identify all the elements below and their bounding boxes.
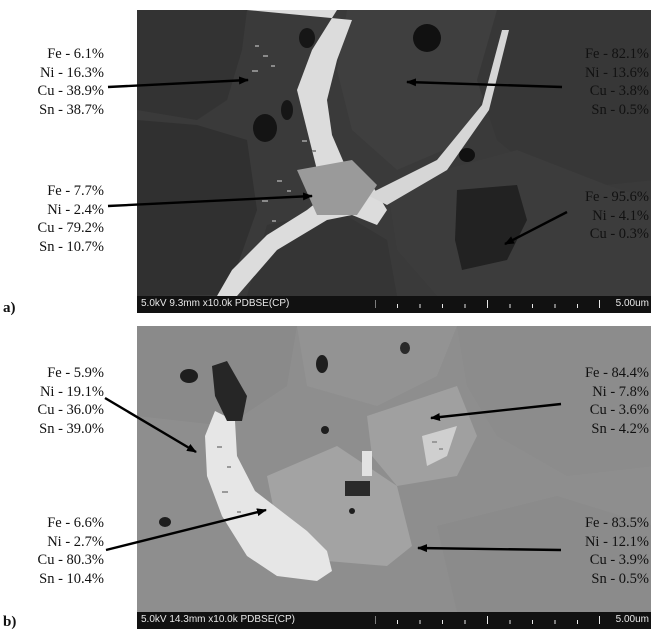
composition-label: Fe - 84.4% Ni - 7.8% Cu - 3.6% Sn - 4.2%: [584, 365, 649, 437]
composition-label: Fe - 7.7% Ni - 2.4% Cu - 79.2% Sn - 10.7…: [37, 183, 104, 255]
panel-label-b: b): [3, 614, 17, 630]
composition-label: Fe - 95.6% Ni - 4.1% Cu - 0.3%: [584, 189, 649, 242]
scalebar-length: 5.00um: [615, 298, 649, 309]
scalebar-length: 5.00um: [615, 614, 649, 625]
composition-label: Fe - 6.6% Ni - 2.7% Cu - 80.3% Sn - 10.4…: [37, 515, 104, 587]
scalebar-params: 5.0kV 9.3mm x10.0k PDBSE(CP): [141, 298, 290, 309]
composition-label: Fe - 83.5% Ni - 12.1% Cu - 3.9% Sn - 0.5…: [584, 515, 649, 587]
composition-label: Fe - 5.9% Ni - 19.1% Cu - 36.0% Sn - 39.…: [37, 365, 104, 437]
scalebar-ticks: [375, 300, 600, 308]
scalebar-a: 5.0kV 9.3mm x10.0k PDBSE(CP) 5.00um: [137, 296, 651, 313]
composition-label: Fe - 82.1% Ni - 13.6% Cu - 3.8% Sn - 0.5…: [584, 46, 649, 118]
micrograph-b: 5.0kV 14.3mm x10.0k PDBSE(CP) 5.00um: [137, 326, 651, 629]
composition-label: Fe - 6.1% Ni - 16.3% Cu - 38.9% Sn - 38.…: [37, 46, 104, 118]
micrograph-a: 5.0kV 9.3mm x10.0k PDBSE(CP) 5.00um: [137, 10, 651, 313]
scalebar-params: 5.0kV 14.3mm x10.0k PDBSE(CP): [141, 614, 295, 625]
scalebar-ticks: [375, 616, 600, 624]
panel-label-a: a): [3, 300, 16, 316]
scalebar-b: 5.0kV 14.3mm x10.0k PDBSE(CP) 5.00um: [137, 612, 651, 629]
